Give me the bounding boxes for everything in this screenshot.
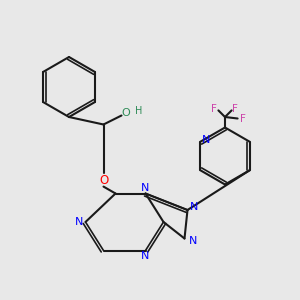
Text: N: N [141, 183, 150, 193]
Text: N: N [141, 251, 150, 261]
Text: N: N [75, 217, 83, 227]
Text: N: N [190, 202, 198, 212]
Text: N: N [189, 236, 197, 247]
Text: F: F [211, 103, 217, 114]
Text: N: N [202, 135, 210, 145]
Text: H: H [135, 106, 142, 116]
Text: F: F [240, 113, 246, 124]
Text: O: O [99, 173, 108, 187]
Text: O: O [122, 107, 130, 118]
Text: F: F [232, 103, 238, 114]
